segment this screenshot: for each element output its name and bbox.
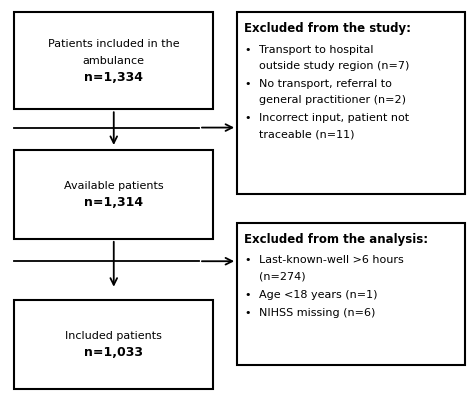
FancyBboxPatch shape bbox=[14, 12, 213, 109]
Text: Incorrect input, patient not: Incorrect input, patient not bbox=[259, 113, 410, 124]
Text: •: • bbox=[244, 113, 251, 124]
Text: Excluded from the study:: Excluded from the study: bbox=[244, 22, 411, 35]
Text: n=1,033: n=1,033 bbox=[84, 346, 143, 359]
Text: Age <18 years (n=1): Age <18 years (n=1) bbox=[259, 290, 378, 300]
Text: •: • bbox=[244, 79, 251, 89]
Text: Excluded from the analysis:: Excluded from the analysis: bbox=[244, 233, 428, 246]
Text: Patients included in the: Patients included in the bbox=[48, 39, 180, 49]
Text: •: • bbox=[244, 308, 251, 318]
Text: NIHSS missing (n=6): NIHSS missing (n=6) bbox=[259, 308, 376, 318]
FancyBboxPatch shape bbox=[237, 223, 465, 364]
Text: ambulance: ambulance bbox=[83, 56, 145, 66]
Text: traceable (n=11): traceable (n=11) bbox=[259, 130, 355, 140]
Text: Last-known-well >6 hours: Last-known-well >6 hours bbox=[259, 255, 404, 265]
Text: Available patients: Available patients bbox=[64, 181, 164, 191]
Text: n=1,314: n=1,314 bbox=[84, 196, 143, 209]
Text: n=1,334: n=1,334 bbox=[84, 71, 143, 84]
Text: Transport to hospital: Transport to hospital bbox=[259, 45, 374, 55]
Text: •: • bbox=[244, 255, 251, 265]
FancyBboxPatch shape bbox=[237, 12, 465, 194]
Text: general practitioner (n=2): general practitioner (n=2) bbox=[259, 95, 406, 105]
Text: Included patients: Included patients bbox=[65, 331, 162, 341]
FancyBboxPatch shape bbox=[14, 150, 213, 239]
Text: •: • bbox=[244, 45, 251, 55]
Text: No transport, referral to: No transport, referral to bbox=[259, 79, 392, 89]
Text: (n=274): (n=274) bbox=[259, 271, 306, 281]
Text: •: • bbox=[244, 290, 251, 300]
FancyBboxPatch shape bbox=[14, 300, 213, 389]
Text: outside study region (n=7): outside study region (n=7) bbox=[259, 61, 410, 71]
